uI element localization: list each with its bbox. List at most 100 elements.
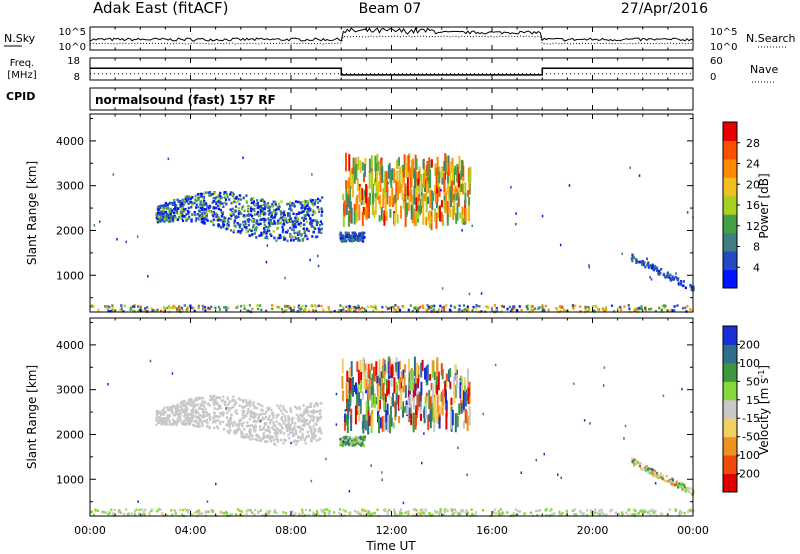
scatter-cell [307, 202, 310, 205]
scatter-cell [241, 416, 244, 420]
scatter-cell [580, 511, 583, 515]
scatter-cell [414, 179, 416, 189]
scatter-cell [627, 514, 630, 517]
scatter-cell [260, 231, 263, 235]
scatter-cell [419, 508, 422, 512]
scatter-cell [662, 394, 665, 397]
scatter-cell [287, 202, 290, 206]
scatter-cell [632, 256, 636, 259]
scatter-cell [214, 306, 217, 310]
scatter-cell [274, 212, 277, 215]
scatter-cell [282, 405, 285, 408]
scatter-cell [657, 272, 660, 275]
scatter-cell [182, 410, 185, 414]
scatter-cell [275, 208, 278, 212]
scatter-cell [242, 434, 245, 438]
scatter-cell [359, 160, 362, 173]
scatter-cell [204, 191, 207, 194]
scatter-cell [249, 411, 252, 414]
scatter-cell [630, 257, 633, 260]
scatter-cell [659, 475, 662, 479]
scatter-cell [344, 240, 347, 243]
scatter-cell [317, 254, 319, 258]
scatter-cell [226, 225, 229, 229]
scatter-cell [307, 513, 310, 517]
scatter-cell [212, 210, 215, 214]
scatter-cell [642, 508, 646, 512]
scatter-cell [243, 409, 246, 413]
scatter-cell [422, 159, 425, 168]
scatter-cell [289, 425, 292, 428]
scatter-cell [233, 229, 236, 232]
scatter-cell [293, 425, 296, 428]
scatter-cell [173, 201, 176, 204]
scatter-cell [220, 215, 223, 218]
scatter-cell [271, 304, 274, 307]
scatter-cell [253, 232, 256, 235]
scatter-cell [407, 308, 410, 312]
scatter-cell [176, 309, 179, 313]
scatter-cell [460, 385, 463, 401]
scatter-cell [220, 211, 223, 214]
scatter-cell [170, 411, 174, 414]
scatter-cell [407, 512, 410, 516]
scatter-cell [131, 309, 135, 312]
scatter-cell [293, 231, 296, 235]
scatter-cell [542, 307, 545, 311]
scatter-cell [587, 306, 590, 309]
scatter-cell [307, 309, 311, 312]
scatter-cell [683, 511, 686, 515]
scatter-cell [362, 414, 365, 434]
scatter-cell [343, 443, 346, 447]
scatter-cell [394, 403, 397, 417]
scatter-cell [174, 512, 177, 515]
scatter-cell [326, 508, 329, 511]
scatter-cell [192, 410, 195, 414]
scatter-cell [378, 385, 381, 397]
scatter-cell [171, 215, 174, 218]
scatter-cell [130, 512, 133, 516]
colorbar-tick-label: 8 [753, 241, 760, 254]
scatter-cell [392, 305, 395, 309]
scatter-cell [203, 307, 206, 311]
scatter-cell [113, 508, 116, 512]
scatter-cell [318, 426, 321, 430]
scatter-cell [313, 432, 316, 436]
scatter-cell [632, 508, 636, 512]
scatter-cell [526, 305, 529, 309]
scatter-cell [165, 204, 169, 207]
scatter-cell [283, 217, 287, 220]
scatter-cell [181, 408, 184, 411]
scatter-cell [297, 435, 300, 439]
scatter-cell [644, 307, 647, 310]
scatter-cell [219, 406, 222, 409]
scatter-cell [302, 412, 305, 415]
scatter-cell [439, 508, 442, 511]
scatter-cell [410, 189, 413, 201]
scatter-cell [264, 415, 268, 419]
scatter-cell [347, 210, 350, 227]
scatter-cell [457, 167, 460, 174]
scatter-cell [201, 424, 204, 428]
scatter-cell [293, 223, 296, 226]
scatter-cell [532, 308, 535, 312]
scatter-cell [377, 396, 380, 412]
scatter-cell [415, 409, 417, 426]
scatter-cell [631, 259, 634, 263]
scatter-cell [241, 413, 244, 417]
scatter-cell [442, 214, 444, 226]
scatter-cell [273, 222, 277, 225]
scatter-cell [647, 261, 650, 264]
scatter-cell [348, 368, 351, 378]
scatter-cell [413, 185, 416, 205]
frequency-tick-top: 18 [67, 56, 80, 67]
scatter-cell [320, 508, 323, 512]
scatter-cell [201, 415, 204, 419]
scatter-cell [286, 221, 289, 224]
scatter-cell [260, 439, 263, 442]
scatter-cell [102, 510, 105, 514]
scatter-cell [634, 307, 637, 311]
scatter-cell [207, 402, 210, 406]
scatter-cell [387, 182, 390, 185]
scatter-cell [551, 513, 554, 516]
